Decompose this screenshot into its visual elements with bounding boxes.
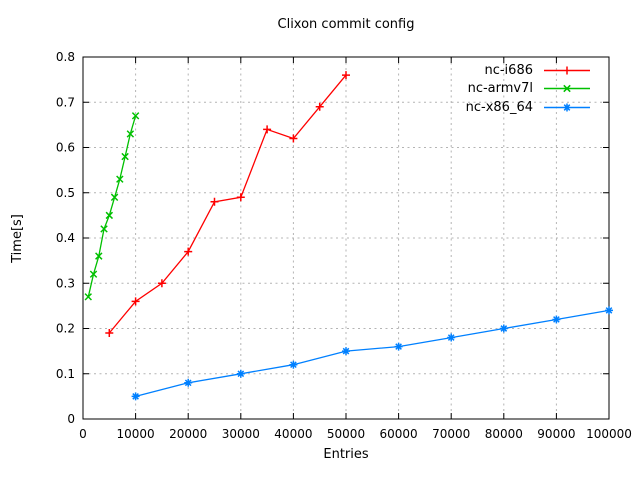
x-axis-label: Entries (323, 447, 369, 462)
x-tick-label: 60000 (380, 427, 418, 441)
y-tick-label: 0 (67, 412, 75, 426)
x-tick-label: 70000 (432, 427, 470, 441)
y-tick-label: 0.3 (56, 276, 75, 290)
y-tick-label: 0.2 (56, 322, 75, 336)
legend-sample-line (544, 85, 590, 93)
legend-line-sample-icon (544, 66, 590, 75)
legend-label: nc-i686 (484, 62, 533, 78)
x-tick-label: 100000 (586, 427, 632, 441)
x-tick-label: 90000 (537, 427, 575, 441)
y-tick-label: 0.5 (56, 186, 75, 200)
x-tick-label: 50000 (327, 427, 365, 441)
x-tick-label: 0 (79, 427, 87, 441)
y-tick-label: 0.7 (56, 95, 75, 109)
series-line-nc-x86_64 (135, 309, 610, 398)
series-line-nc-i686 (108, 74, 347, 334)
series-markers-nc-armv7l (84, 112, 140, 301)
legend-item-nc-x86_64: nc-x86_64 (330, 98, 591, 117)
y-tick-label: 0.6 (56, 141, 75, 155)
x-tick-label: 20000 (169, 427, 207, 441)
y-tick-label: 0.8 (56, 50, 75, 64)
x-tick-label: 80000 (485, 427, 523, 441)
legend-item-nc-i686: nc-i686 (330, 61, 591, 80)
legend-sample-line (544, 66, 590, 75)
series-markers-nc-x86_64 (131, 306, 613, 401)
legend-item-nc-armv7l: nc-armv7l (330, 80, 591, 99)
chart-title: Clixon commit config (277, 17, 415, 32)
legend-label: nc-x86_64 (465, 99, 533, 115)
x-tick-label: 30000 (222, 427, 260, 441)
y-axis-label-wrap: Time[s] (0, 57, 34, 419)
y-tick-label: 0.4 (56, 231, 75, 245)
x-tick-label: 40000 (274, 427, 312, 441)
series-markers-nc-i686 (105, 71, 350, 338)
series-line-nc-armv7l (87, 115, 137, 297)
legend-line-sample-icon (544, 103, 590, 112)
tick-marks (82, 56, 610, 420)
x-tick-label: 10000 (117, 427, 155, 441)
legend-label: nc-armv7l (467, 81, 533, 97)
legend-line-sample-icon (544, 85, 590, 93)
y-tick-label: 0.1 (56, 367, 75, 381)
legend-sample-line (544, 103, 590, 112)
y-axis-label: Time[s] (9, 213, 25, 263)
legend: nc-i686 nc-armv7l nc-x86_64 (330, 61, 591, 117)
